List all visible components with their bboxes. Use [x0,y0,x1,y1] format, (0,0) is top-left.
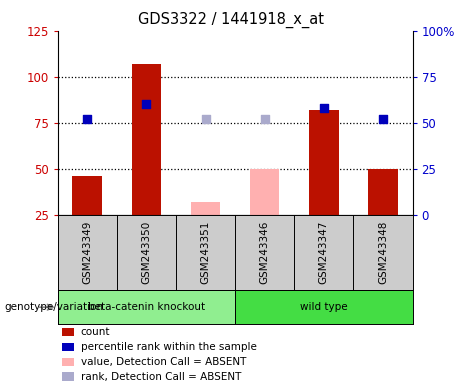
Point [142,101,150,108]
Text: genotype/variation: genotype/variation [5,302,104,312]
Text: count: count [81,327,110,337]
Bar [235,290,413,324]
Text: beta-catenin knockout: beta-catenin knockout [88,302,205,312]
Text: percentile rank within the sample: percentile rank within the sample [81,342,257,352]
Text: value, Detection Call = ABSENT: value, Detection Call = ABSENT [81,357,246,367]
Bar [72,176,102,215]
Text: wild type: wild type [300,302,348,312]
Bar [58,290,235,324]
Text: GDS3322 / 1441918_x_at: GDS3322 / 1441918_x_at [137,12,324,28]
Point [83,116,91,122]
Text: GSM243348: GSM243348 [378,221,388,284]
Text: GSM243346: GSM243346 [260,221,270,284]
Text: GSM243349: GSM243349 [82,221,92,284]
Bar [250,169,279,215]
Bar [309,110,339,215]
Bar [131,64,161,215]
Point [320,105,327,111]
Point [261,116,268,122]
Point [202,116,209,122]
Text: rank, Detection Call = ABSENT: rank, Detection Call = ABSENT [81,372,241,382]
Point [379,116,387,122]
Text: GSM243351: GSM243351 [201,221,211,284]
Text: GSM243350: GSM243350 [142,221,151,284]
Bar [191,202,220,215]
Bar [368,169,398,215]
Text: GSM243347: GSM243347 [319,221,329,284]
